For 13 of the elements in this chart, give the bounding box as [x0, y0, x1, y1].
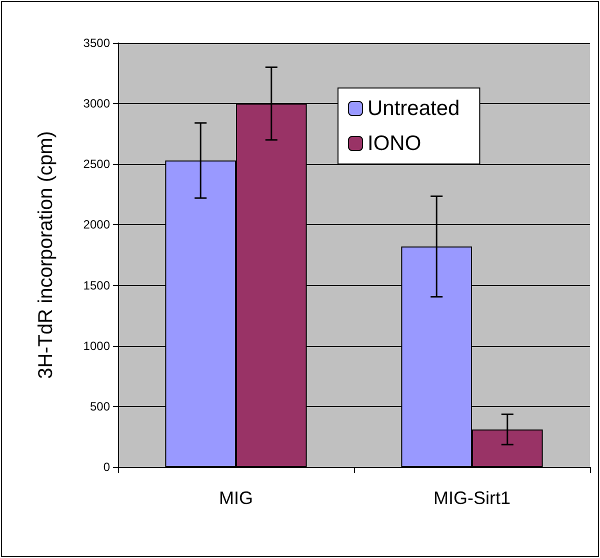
y-tick-label: 500 [90, 399, 110, 414]
y-tick-label: 1500 [83, 278, 110, 292]
legend-label: IONO [368, 132, 422, 155]
x-tick-label: MIG-Sirt1 [433, 488, 511, 508]
y-tick-label: 3500 [83, 36, 110, 50]
y-tick-label: 2000 [83, 218, 110, 232]
y-tick-label: 0 [103, 460, 110, 474]
y-tick-label: 3000 [83, 96, 110, 111]
x-tick-label: MIG [219, 488, 253, 508]
y-tick-label: 1000 [83, 338, 110, 353]
y-tick-label: 2500 [83, 157, 110, 172]
legend-label: Untreated [368, 97, 460, 120]
y-axis-title: 3H-TdR incorporation (cpm) [35, 131, 57, 379]
